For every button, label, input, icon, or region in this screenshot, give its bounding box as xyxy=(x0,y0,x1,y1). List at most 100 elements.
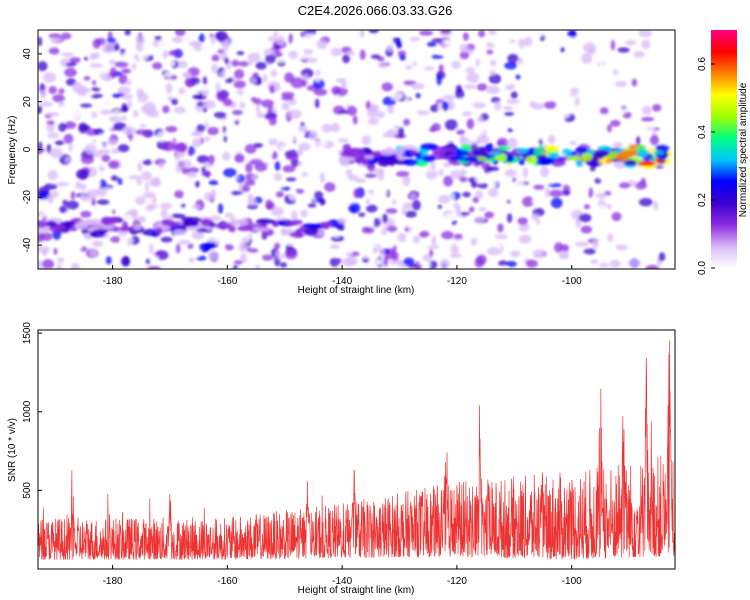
spectrogram-cell xyxy=(615,244,628,251)
spectrogram-cell xyxy=(615,81,628,88)
spectrogram-cell xyxy=(314,98,320,109)
snr-panel: -180 -160 -140 -120 -100 500 1000 1500 Height … xyxy=(7,322,676,596)
spectrogram-cell xyxy=(303,33,317,44)
spectrogram-cell xyxy=(405,64,413,70)
spectrogram-cell xyxy=(361,226,370,234)
spectrogram-cell xyxy=(396,37,402,48)
spectrogram-cell xyxy=(111,93,122,98)
spectrogram-cell xyxy=(90,93,104,99)
spectrogram-cell xyxy=(204,235,218,242)
spectrogram-cell xyxy=(359,89,365,99)
spectrogram-signal-cell xyxy=(516,147,529,154)
spectrogram-cell xyxy=(410,83,425,90)
spectrogram-cell xyxy=(160,170,167,180)
spectrogram-cell xyxy=(174,30,186,37)
spectrogram-signal-cell xyxy=(172,229,187,236)
spectrogram-cell xyxy=(409,36,421,42)
spectrogram-cell xyxy=(163,161,177,172)
spectrogram-cell xyxy=(441,101,449,112)
spectrogram-cell xyxy=(438,64,444,73)
spectrogram-signal-cell xyxy=(112,226,120,233)
spectrogram-cell xyxy=(415,92,421,99)
spectrogram-cell xyxy=(387,240,399,245)
spectrogram-cell xyxy=(38,105,43,112)
spectrogram-cell xyxy=(297,147,303,156)
spectrogram-cell xyxy=(489,59,497,67)
spectrogram-cell xyxy=(198,242,211,253)
spectrogram-cell xyxy=(255,61,267,70)
spectrogram-cell xyxy=(58,88,65,95)
spectrogram-cell xyxy=(162,49,169,59)
spectrogram-cell xyxy=(165,83,173,95)
spectrogram-cell xyxy=(175,162,182,173)
spectrogram-cell xyxy=(444,212,458,221)
spectrogram-cell xyxy=(368,30,379,34)
spectrogram-cell xyxy=(91,80,97,86)
spectrogram-cell xyxy=(275,58,287,63)
spectrogram-cell xyxy=(594,178,602,184)
spectrogram-cell xyxy=(141,171,152,181)
spectrogram-cell xyxy=(120,52,130,64)
spectrogram-cell xyxy=(507,137,518,148)
spectrogram-cell xyxy=(232,265,238,269)
spectrogram-signal-cell xyxy=(289,231,305,239)
spectrogram-cell xyxy=(68,142,73,153)
spectrogram-cell xyxy=(134,54,139,59)
spectrogram-cell xyxy=(136,49,149,60)
spectrogram-cell xyxy=(59,44,73,53)
spectrogram-cell xyxy=(519,186,526,194)
spectrogram-cell xyxy=(251,174,260,180)
spectrogram-cell xyxy=(514,180,525,187)
spectrogram-cell xyxy=(47,169,58,181)
spectrogram-cell xyxy=(92,181,101,188)
spectrogram-cell xyxy=(202,99,216,110)
spectrogram-cell xyxy=(190,131,204,137)
spectrogram-cell xyxy=(256,112,265,118)
spectrogram-cell xyxy=(517,63,529,72)
spectrogram-cell xyxy=(383,256,389,266)
spectrogram-cell xyxy=(613,141,623,148)
spectrogram-signal-cell xyxy=(46,220,57,228)
spectrogram-cell xyxy=(336,257,342,264)
spectrogram-cell xyxy=(620,107,627,114)
spectrogram-cell xyxy=(64,67,78,78)
spectrogram-cell xyxy=(178,87,186,95)
spectrogram-signal-cell xyxy=(415,160,429,167)
spectrogram-cell xyxy=(147,203,159,209)
spectrogram-signal-cell xyxy=(277,219,285,225)
spectrogram-cell xyxy=(274,242,281,250)
spectrogram-cell xyxy=(231,109,243,116)
spectrogram-cell xyxy=(57,257,65,263)
spectrogram-cell xyxy=(331,85,341,96)
spectrogram-cell xyxy=(161,141,175,152)
spectrogram-cell xyxy=(490,38,498,45)
spectrogram-cell xyxy=(179,117,193,129)
spectrogram-cell xyxy=(337,138,349,143)
spectrogram-cell xyxy=(330,47,343,57)
spectrogram-cell xyxy=(482,94,487,101)
spectrogram-signal-cell xyxy=(338,217,347,224)
spectrogram-cell xyxy=(345,256,358,266)
spectrogram-cell xyxy=(171,98,179,106)
spectrogram-cell xyxy=(606,203,612,210)
spectrogram-cell xyxy=(300,209,308,218)
spectrogram-signal-cell xyxy=(215,222,232,229)
spectrogram-cell xyxy=(195,255,207,262)
x-tick-label: -160 xyxy=(217,276,237,287)
spectrogram-cell xyxy=(503,74,513,86)
spectrogram-cell xyxy=(313,181,319,186)
spectrogram-cell xyxy=(517,57,523,65)
spectrogram-cell xyxy=(175,243,181,254)
spectrogram-signal-cell xyxy=(533,148,544,156)
spectrogram-cell xyxy=(171,198,181,210)
spectrogram-cell xyxy=(381,82,394,92)
spectrogram-cell xyxy=(215,30,228,42)
spectrogram-cell xyxy=(336,211,345,220)
spectrogram-signal-cell xyxy=(133,224,142,231)
spectrogram-cell xyxy=(160,236,173,243)
spectrogram-cell xyxy=(185,79,195,88)
spectrogram-cell xyxy=(160,208,168,220)
spectrogram-cell xyxy=(658,252,666,262)
spectrogram-cell xyxy=(376,122,383,129)
spectrogram-cell xyxy=(531,197,541,206)
